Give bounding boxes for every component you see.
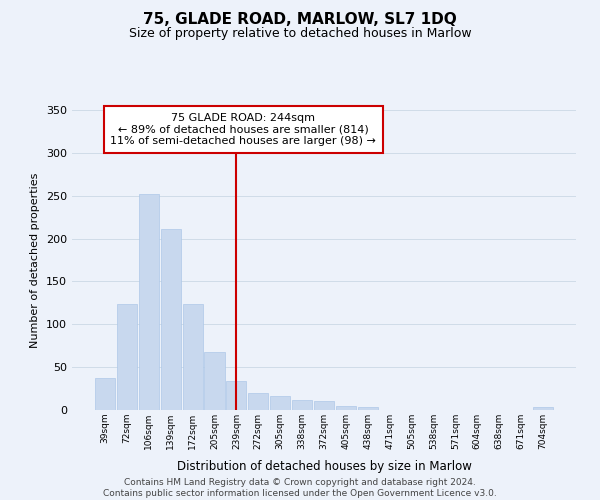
Bar — [182, 304, 203, 410]
Bar — [314, 402, 334, 410]
Bar — [292, 400, 312, 410]
Bar — [139, 194, 159, 410]
Bar — [117, 304, 137, 410]
Bar — [270, 396, 290, 410]
X-axis label: Distribution of detached houses by size in Marlow: Distribution of detached houses by size … — [176, 460, 472, 473]
Bar — [161, 229, 181, 410]
Text: 75 GLADE ROAD: 244sqm
← 89% of detached houses are smaller (814)
11% of semi-det: 75 GLADE ROAD: 244sqm ← 89% of detached … — [110, 113, 376, 146]
Text: Size of property relative to detached houses in Marlow: Size of property relative to detached ho… — [128, 28, 472, 40]
Bar — [248, 393, 268, 410]
Text: 75, GLADE ROAD, MARLOW, SL7 1DQ: 75, GLADE ROAD, MARLOW, SL7 1DQ — [143, 12, 457, 28]
Text: Contains HM Land Registry data © Crown copyright and database right 2024.
Contai: Contains HM Land Registry data © Crown c… — [103, 478, 497, 498]
Bar — [95, 378, 115, 410]
Bar — [226, 381, 247, 410]
Bar — [336, 406, 356, 410]
Bar — [533, 408, 553, 410]
Bar — [205, 352, 224, 410]
Y-axis label: Number of detached properties: Number of detached properties — [31, 172, 40, 348]
Bar — [358, 408, 378, 410]
